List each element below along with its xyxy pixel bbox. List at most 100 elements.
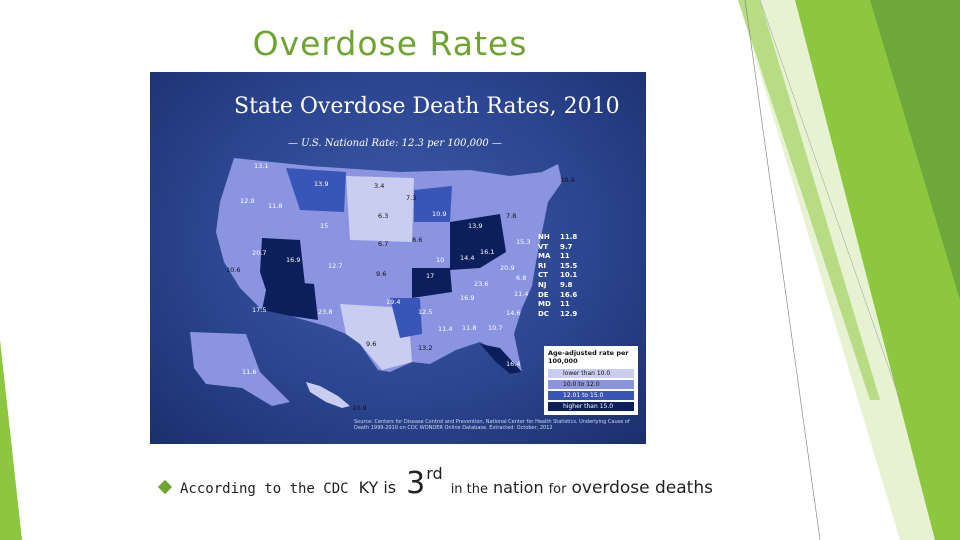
state-rate-label: 23.8: [318, 308, 332, 316]
legend-item: 10.0 to 12.0: [548, 379, 634, 390]
state-rate-label: 16.9: [286, 256, 300, 264]
state-rate-label: 13.9: [468, 222, 482, 230]
state-abbr: VT: [538, 242, 549, 251]
caption-part-7: for: [548, 482, 567, 497]
state-rate-label: 10.9: [432, 210, 446, 218]
state-abbr: MD: [538, 300, 551, 309]
state-rate-labels: 13.1 12.9 11.8 13.9 3.4 7.3 6.3 15 10.9 10.4 7.8 13…: [226, 162, 574, 412]
state-abbr: RI: [538, 261, 546, 270]
state-rate-label: 10.7: [488, 324, 502, 332]
legend-label: higher than 15.0: [560, 402, 634, 411]
caption-line: According to the CDC KY is 3 rd in the n…: [180, 464, 713, 506]
state-rate-label: 11.6: [242, 368, 256, 376]
state-rate-label: 23.6: [474, 280, 488, 288]
region-mid-south: [390, 298, 422, 338]
state-abbr: NJ: [538, 280, 547, 289]
northeast-row: VT 9.7: [538, 243, 608, 253]
hawaii: [306, 382, 350, 408]
region-high-south: [412, 268, 452, 298]
region-low-plains: [346, 176, 414, 242]
caption-part-6: nation: [493, 478, 544, 497]
state-rate-label: 3.4: [374, 182, 384, 190]
state-rate-label: 17: [426, 272, 434, 280]
region-mid-central: [414, 186, 452, 222]
state-rate-label: 12.7: [328, 262, 342, 270]
overdose-map-image: 13.1 12.9 11.8 13.9 3.4 7.3 6.3 15 10.9 10.4 7.8 13…: [150, 72, 646, 444]
state-rate: 11: [560, 300, 570, 309]
state-rate: 9.7: [560, 242, 573, 251]
state-rate-label: 16.1: [480, 248, 494, 256]
northeast-row: DE 16.6: [538, 291, 608, 301]
us-map: 13.1 12.9 11.8 13.9 3.4 7.3 6.3 15 10.9 10.4 7.8 13…: [190, 158, 574, 412]
us-outline: [216, 158, 562, 374]
state-rate: 11: [560, 252, 570, 261]
caption-part-4: rd: [426, 464, 443, 483]
legend-label: 10.0 to 12.0: [560, 380, 634, 389]
state-rate-label: 14.4: [460, 254, 474, 262]
state-rate-label: 11.8: [462, 324, 476, 332]
state-rate: 16.6: [560, 290, 578, 299]
caption-part-5: in the: [450, 482, 489, 497]
state-rate-label: 6.8: [516, 274, 526, 282]
state-rate-label: 19.4: [386, 298, 400, 306]
state-rate-label: 10.6: [226, 266, 240, 274]
northeast-row: MA 11: [538, 252, 608, 262]
legend-label: 12.01 to 15.0: [560, 391, 634, 400]
legend-item: lower than 10.0: [548, 368, 634, 379]
state-rate-label: 13.2: [418, 344, 432, 352]
state-abbr: DC: [538, 309, 549, 318]
state-rate-label: 11.4: [438, 325, 452, 333]
state-rate-label: 16.4: [506, 360, 520, 368]
northeast-row: MD 11: [538, 300, 608, 310]
region-high-florida: [480, 344, 522, 374]
state-rate-label: 17.5: [252, 306, 266, 314]
alaska: [190, 332, 290, 406]
right-thin-line-2: [759, 0, 901, 401]
legend-swatch: [548, 402, 560, 411]
legend-item: 12.01 to 15.0: [548, 390, 634, 401]
state-rate-label: 14.6: [506, 309, 520, 317]
legend-swatch: [548, 380, 560, 389]
state-rate-label: 9.6: [376, 270, 386, 278]
map-title: State Overdose Death Rates, 2010: [234, 94, 620, 119]
legend-swatch: [548, 369, 560, 378]
legend-item: higher than 15.0: [548, 401, 634, 412]
state-rate-label: 8.6: [412, 236, 422, 244]
state-rate-label: 9.6: [366, 340, 376, 348]
state-rate-label: 15.3: [516, 238, 530, 246]
region-high-east: [450, 214, 506, 270]
state-abbr: NH: [538, 233, 550, 241]
right-dark-accent: [870, 0, 960, 300]
state-rate-label: 13.1: [254, 162, 268, 170]
slide-title: Overdose Rates: [252, 24, 528, 63]
caption-part-3: 3: [406, 466, 426, 501]
state-abbr: CT: [538, 271, 548, 280]
state-rate: 11.8: [560, 233, 578, 241]
map-legend: Age-adjusted rate per 100,000 lower than…: [544, 346, 638, 415]
state-rate-label: 11.8: [268, 202, 282, 210]
right-stripe: [738, 0, 880, 400]
caption-part-1: According to the CDC: [180, 481, 349, 497]
state-rate-label: 6.7: [378, 240, 388, 248]
state-rate-label: 12.5: [418, 308, 432, 316]
state-rate-label: 10.9: [352, 404, 366, 412]
northeast-row: RI 15.5: [538, 262, 608, 272]
state-rate-label: 13.9: [314, 180, 328, 188]
caption-part-8: overdose deaths: [571, 478, 713, 498]
state-rate-label: 7.8: [506, 212, 516, 220]
legend-label: lower than 10.0: [560, 369, 634, 378]
state-rate-label: 10: [436, 256, 444, 264]
state-rate: 9.8: [560, 280, 573, 289]
state-abbr: MA: [538, 252, 551, 261]
right-thin-line: [744, 0, 821, 540]
state-rate-label: 12.9: [240, 197, 254, 205]
state-rate-label: 11.4: [514, 290, 528, 298]
state-rate-label: 20.9: [500, 264, 514, 272]
legend-swatch: [548, 391, 560, 400]
state-rate: 12.9: [560, 309, 578, 318]
northeast-row: CT 10.1: [538, 271, 608, 281]
northeast-rate-table: NH 11.8 VT 9.7 MA 11 RI 15.5 CT 10.1 NJ 9.8 DE 16.6 MD…: [538, 233, 608, 319]
region-mid-northwest: [286, 168, 346, 212]
map-subtitle: — U.S. National Rate: 12.3 per 100,000 —: [288, 138, 502, 149]
